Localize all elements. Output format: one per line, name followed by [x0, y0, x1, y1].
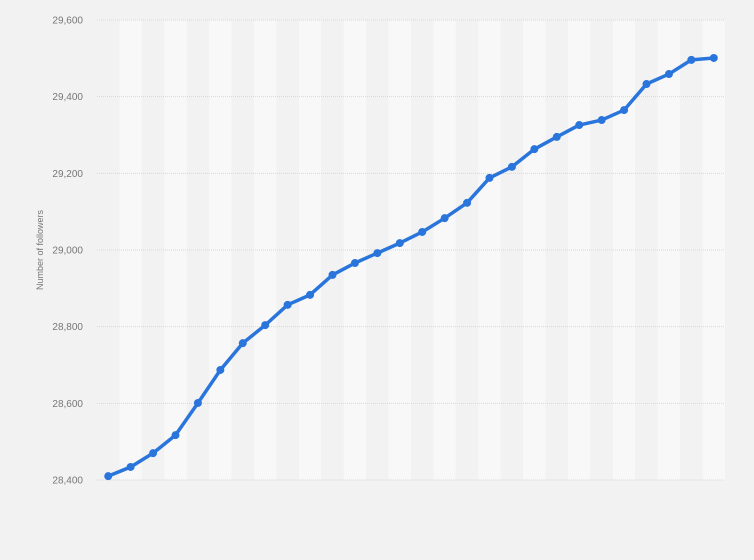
data-point[interactable]: [283, 300, 292, 309]
category-band: [545, 20, 568, 480]
data-point[interactable]: [575, 121, 584, 130]
data-point[interactable]: [507, 162, 516, 171]
category-band: [209, 20, 232, 480]
y-tick-label: 29,000: [52, 246, 83, 257]
data-point[interactable]: [418, 227, 427, 236]
data-point[interactable]: [485, 173, 494, 182]
data-point[interactable]: [350, 259, 359, 268]
data-point[interactable]: [216, 365, 225, 374]
data-point[interactable]: [126, 462, 135, 471]
category-band: [635, 20, 658, 480]
category-band: [231, 20, 254, 480]
y-tick-label: 28,600: [52, 399, 83, 410]
data-point[interactable]: [328, 270, 337, 279]
data-point[interactable]: [395, 239, 404, 248]
data-point[interactable]: [373, 249, 382, 258]
y-tick-label: 29,200: [52, 169, 83, 180]
data-point[interactable]: [193, 398, 202, 407]
data-point[interactable]: [171, 431, 180, 440]
data-point[interactable]: [104, 472, 113, 481]
data-point[interactable]: [149, 449, 158, 458]
y-axis-label: Number of followers: [35, 209, 45, 290]
data-point[interactable]: [709, 53, 718, 62]
category-band: [411, 20, 434, 480]
category-band: [523, 20, 546, 480]
series-line: [107, 56, 714, 478]
data-point[interactable]: [642, 80, 651, 89]
category-band: [657, 20, 681, 480]
y-tick-label: 29,400: [52, 92, 83, 103]
y-tick-label: 28,800: [52, 322, 83, 333]
data-point[interactable]: [687, 55, 696, 64]
category-band: [343, 20, 367, 480]
data-point[interactable]: [261, 321, 270, 330]
data-point[interactable]: [597, 116, 606, 125]
data-point[interactable]: [530, 145, 539, 154]
data-point[interactable]: [463, 198, 472, 207]
category-band: [433, 20, 456, 480]
data-point[interactable]: [620, 106, 629, 115]
category-band: [298, 20, 322, 480]
data-point[interactable]: [552, 132, 561, 141]
category-band: [119, 20, 142, 480]
category-band: [612, 20, 636, 480]
y-tick-label: 29,600: [52, 16, 83, 27]
data-point[interactable]: [664, 70, 673, 79]
data-point[interactable]: [306, 290, 315, 299]
data-point[interactable]: [440, 214, 449, 223]
data-point[interactable]: [238, 339, 247, 348]
category-band: [97, 20, 120, 480]
y-tick-label: 28,400: [52, 476, 83, 487]
category-band: [321, 20, 344, 480]
